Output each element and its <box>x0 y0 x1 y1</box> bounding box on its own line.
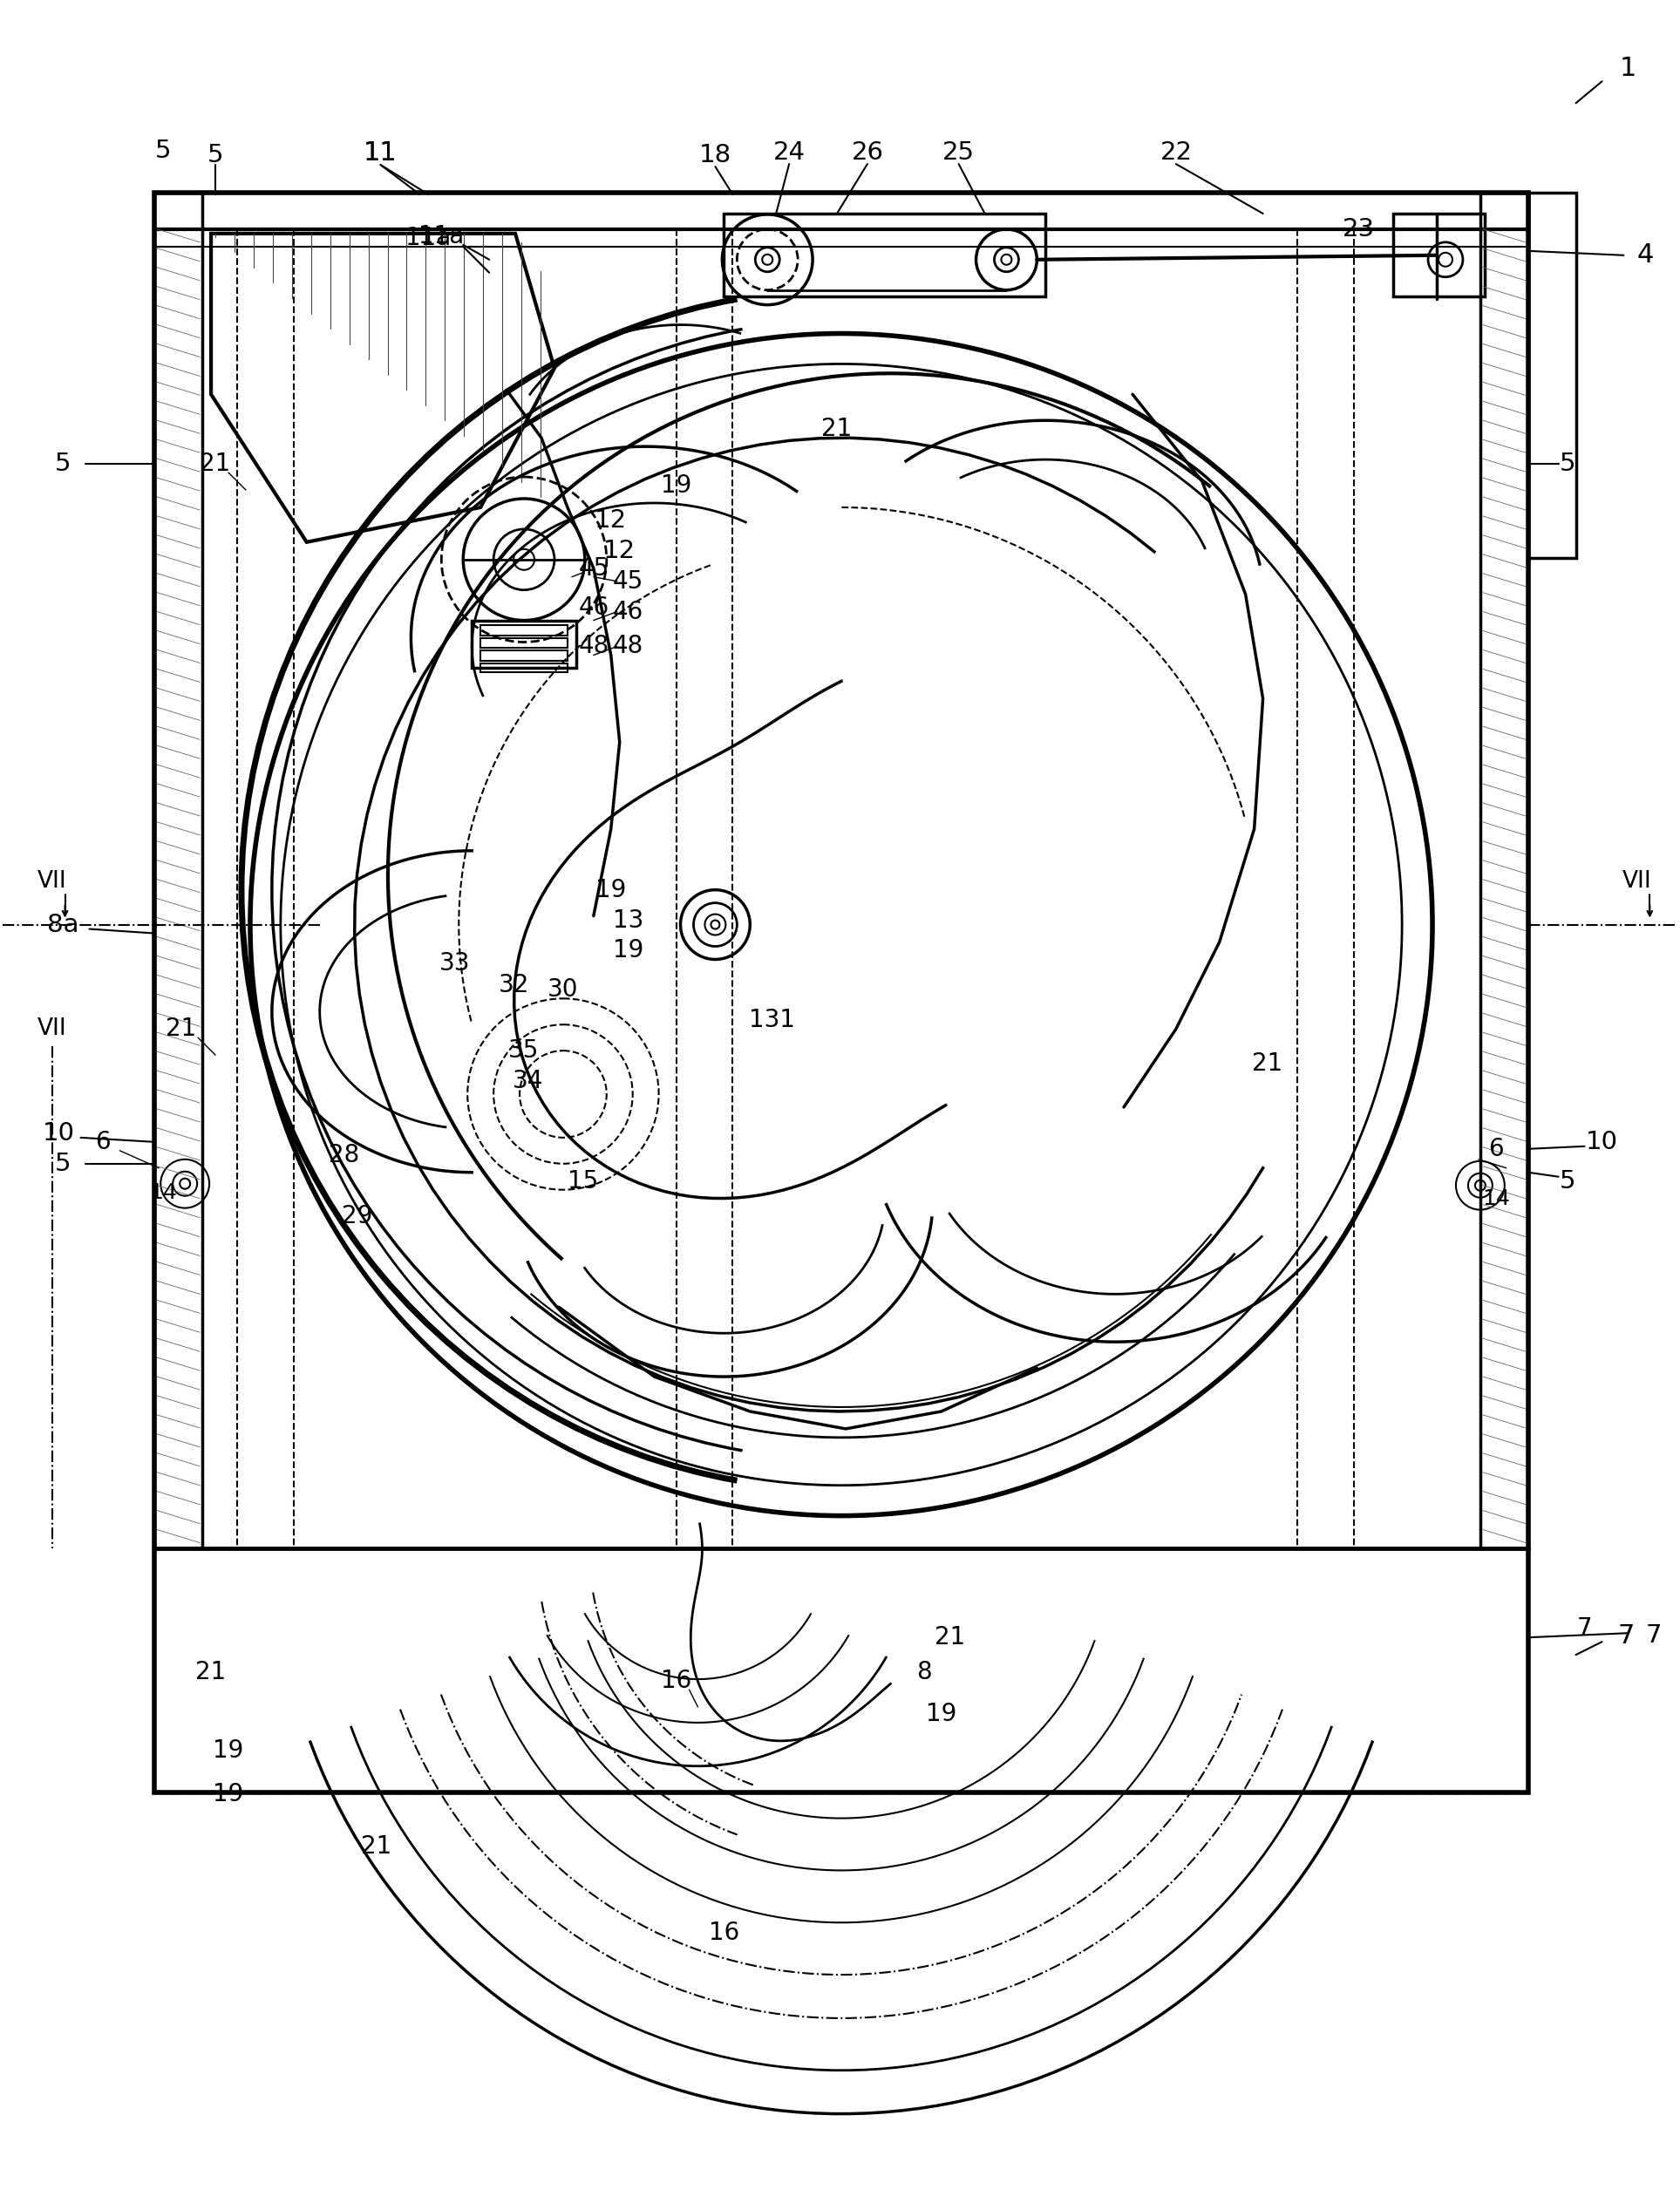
Text: 34: 34 <box>512 1069 544 1093</box>
Text: VII: VII <box>1621 869 1651 894</box>
Text: 11: 11 <box>363 140 398 164</box>
Text: 5: 5 <box>1559 1169 1576 1194</box>
Bar <box>472 620 576 668</box>
Bar <box>480 624 568 635</box>
Text: 26: 26 <box>852 140 884 164</box>
Text: 16: 16 <box>709 1921 739 1945</box>
Text: 21: 21 <box>822 416 852 442</box>
Text: 30: 30 <box>548 977 578 1003</box>
Text: 32: 32 <box>499 972 529 999</box>
Text: 16: 16 <box>660 1669 692 1693</box>
Text: 5: 5 <box>54 1152 71 1176</box>
Bar <box>480 637 568 648</box>
Bar <box>1480 193 1529 1548</box>
Bar <box>480 650 568 661</box>
Text: 45: 45 <box>578 556 608 580</box>
Text: 6: 6 <box>1488 1137 1504 1161</box>
Bar <box>1529 193 1576 558</box>
Text: 5: 5 <box>54 451 71 475</box>
Bar <box>480 664 568 672</box>
Text: 21: 21 <box>200 451 230 475</box>
Text: 29: 29 <box>341 1205 373 1229</box>
Text: 19: 19 <box>660 473 692 497</box>
Text: 25: 25 <box>942 140 974 164</box>
Text: 7: 7 <box>1618 1623 1635 1649</box>
Text: 5: 5 <box>155 138 171 162</box>
Bar <box>155 193 1529 1791</box>
Text: 11a: 11a <box>405 226 452 250</box>
Text: 23: 23 <box>1342 217 1374 241</box>
Text: 14: 14 <box>1482 1187 1510 1209</box>
Text: 21: 21 <box>195 1660 227 1684</box>
Text: 8: 8 <box>916 1660 932 1684</box>
Text: 46: 46 <box>578 596 608 620</box>
Bar <box>1393 215 1485 296</box>
Text: 4: 4 <box>1636 243 1653 267</box>
Bar <box>155 193 1529 230</box>
Text: 46: 46 <box>613 600 643 624</box>
Text: 24: 24 <box>773 140 805 164</box>
Text: 19: 19 <box>613 940 643 964</box>
Text: 11: 11 <box>363 140 398 164</box>
Text: 5: 5 <box>207 142 223 166</box>
Text: 19: 19 <box>213 1783 244 1807</box>
Text: 21: 21 <box>1252 1051 1282 1075</box>
Bar <box>724 215 1045 296</box>
Text: 15: 15 <box>568 1169 598 1194</box>
Text: 14: 14 <box>150 1183 176 1202</box>
Text: 10: 10 <box>1586 1130 1618 1154</box>
Text: 48: 48 <box>578 635 608 659</box>
Text: 21: 21 <box>361 1833 391 1859</box>
Text: 5: 5 <box>1559 451 1576 475</box>
Text: VII: VII <box>37 1018 67 1040</box>
Text: 28: 28 <box>329 1143 360 1167</box>
Text: 12: 12 <box>603 539 635 563</box>
Text: 22: 22 <box>1159 140 1193 164</box>
Text: 10: 10 <box>42 1121 76 1145</box>
Text: 12: 12 <box>595 508 627 532</box>
Text: 131: 131 <box>749 1007 795 1031</box>
Text: 21: 21 <box>165 1016 197 1040</box>
Text: 19: 19 <box>213 1739 244 1763</box>
Text: 1: 1 <box>1620 55 1636 81</box>
Text: 18: 18 <box>699 142 731 166</box>
Text: 13: 13 <box>613 909 643 933</box>
Polygon shape <box>212 234 554 543</box>
Text: 11a: 11a <box>418 223 464 247</box>
Text: 35: 35 <box>509 1038 539 1062</box>
Text: 8a: 8a <box>47 913 79 937</box>
Text: 19: 19 <box>595 878 627 902</box>
Text: VII: VII <box>37 869 67 894</box>
Text: 7: 7 <box>1646 1623 1662 1647</box>
Text: 33: 33 <box>438 950 470 977</box>
Text: 6: 6 <box>94 1130 111 1154</box>
Bar <box>155 193 202 1548</box>
Text: 45: 45 <box>613 569 643 593</box>
Text: 19: 19 <box>926 1702 956 1726</box>
Text: 21: 21 <box>934 1625 966 1649</box>
Text: 48: 48 <box>613 635 643 659</box>
Text: 7: 7 <box>1578 1616 1593 1640</box>
